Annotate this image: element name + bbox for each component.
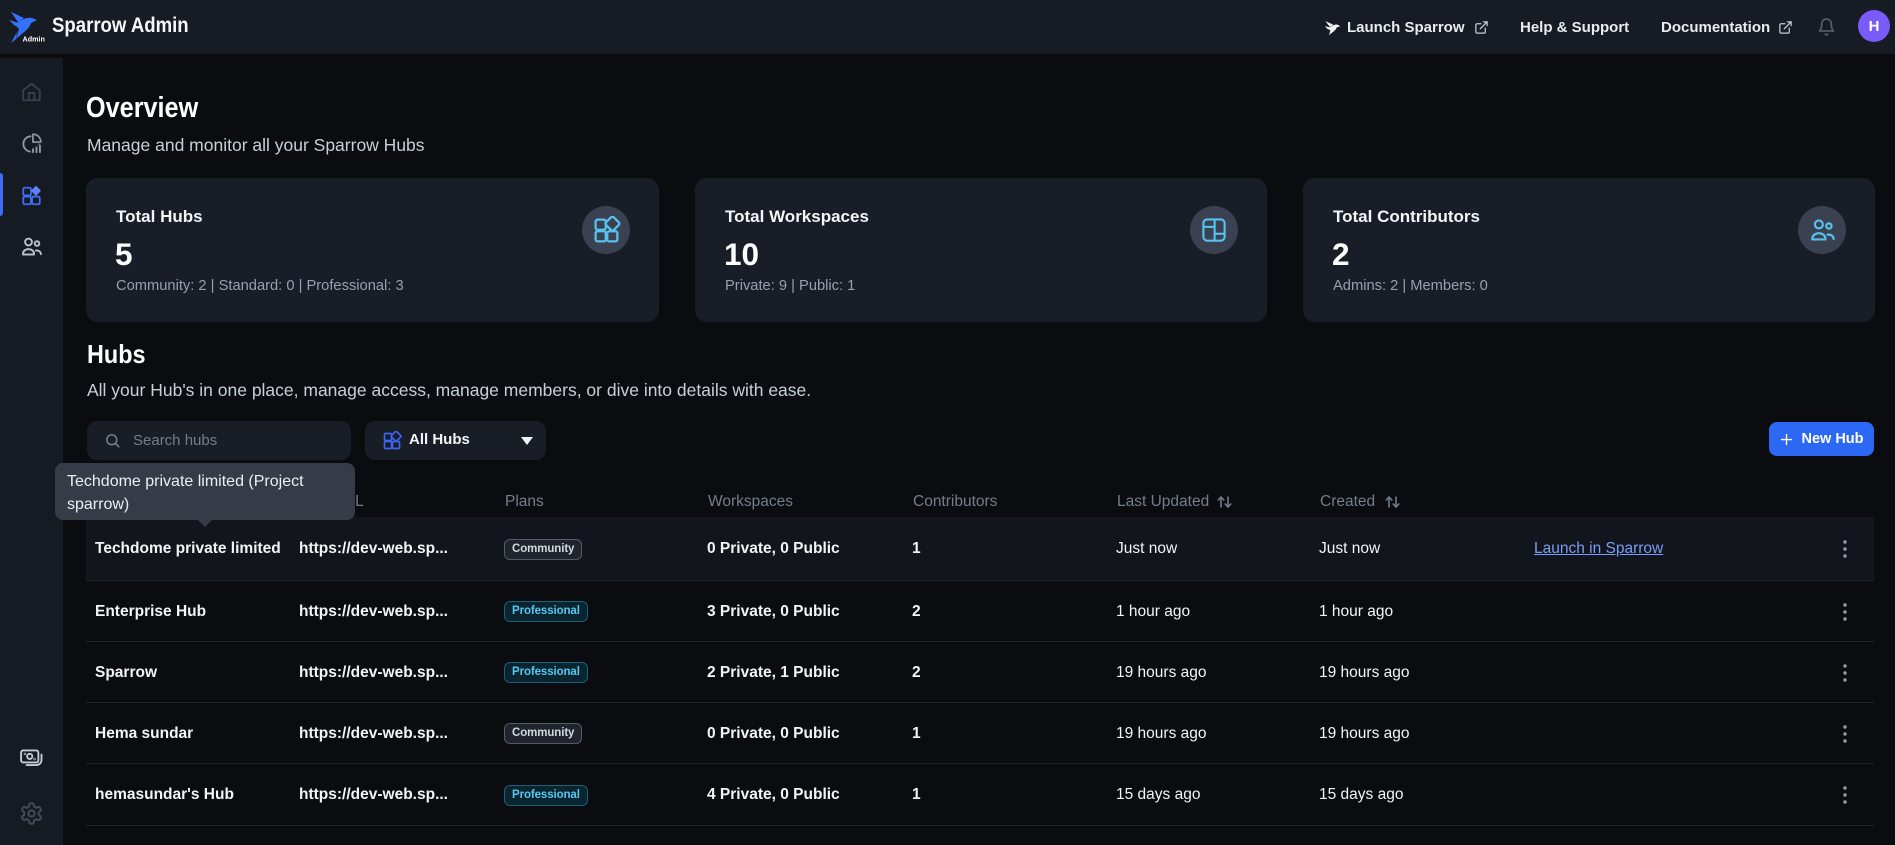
svg-text:Admin: Admin [23,35,45,44]
